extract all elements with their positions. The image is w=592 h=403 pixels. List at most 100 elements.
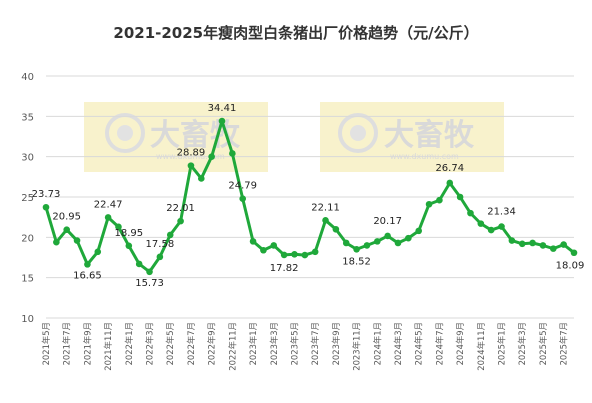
data-point xyxy=(156,253,164,261)
data-point xyxy=(498,223,505,230)
data-labels: 23.73 20.95 16.65 22.47 18.95 15.73 17.58 22.01… xyxy=(32,103,585,289)
x-tick-label: 2023年7月 xyxy=(310,322,320,365)
x-tick-label: 2024年7月 xyxy=(434,322,444,365)
y-tick-label: 30 xyxy=(21,153,34,164)
data-point xyxy=(73,237,81,244)
data-point xyxy=(42,203,50,211)
y-tick-label: 25 xyxy=(21,193,34,204)
data-point xyxy=(456,193,464,201)
data-point xyxy=(249,238,257,245)
data-label: 17.82 xyxy=(270,263,299,274)
data-point xyxy=(187,162,195,169)
data-point xyxy=(570,249,578,257)
x-tick-label: 2025年3月 xyxy=(517,322,527,365)
data-label: 18.95 xyxy=(115,228,144,239)
data-label: 28.89 xyxy=(177,148,206,159)
x-tick-label: 2024年1月 xyxy=(372,322,382,365)
data-label: 24.79 xyxy=(228,181,257,192)
data-label: 21.34 xyxy=(487,207,516,218)
watermark: 大畜牧 www.dxumu.com xyxy=(320,102,504,172)
series-line xyxy=(44,119,575,274)
data-point xyxy=(280,251,288,259)
data-point xyxy=(229,150,236,157)
data-point xyxy=(436,196,443,204)
watermark-logo-dot-icon xyxy=(117,125,133,141)
data-point xyxy=(84,261,91,268)
data-point xyxy=(405,234,412,242)
data-point xyxy=(394,239,402,247)
watermark-logo-icon xyxy=(338,113,378,153)
data-point xyxy=(353,245,360,253)
x-tick-label: 2023年1月 xyxy=(248,322,258,365)
grid: 10 15 20 25 30 35 40 xyxy=(21,72,574,325)
data-point xyxy=(197,175,205,182)
data-label: 22.11 xyxy=(311,202,340,213)
x-tick-label: 2021年5月 xyxy=(41,322,51,365)
data-point xyxy=(166,231,174,239)
data-label: 20.95 xyxy=(52,212,81,223)
data-point xyxy=(415,227,423,235)
data-point xyxy=(135,260,143,268)
data-point xyxy=(270,242,278,249)
data-label: 16.65 xyxy=(73,270,102,281)
y-tick-label: 20 xyxy=(21,233,34,244)
x-tick-label: 2023年3月 xyxy=(269,322,279,365)
data-label: 20.17 xyxy=(373,216,402,227)
x-tick-label: 2022年3月 xyxy=(145,322,155,365)
data-point xyxy=(53,238,60,246)
data-point xyxy=(560,241,567,248)
watermark-brand: 大畜牧 xyxy=(384,118,475,153)
x-tick-label: 2022年9月 xyxy=(207,322,217,365)
data-label: 23.73 xyxy=(32,189,61,200)
data-point xyxy=(218,117,226,125)
x-tick-label: 2025年1月 xyxy=(497,322,507,365)
x-tick-label: 2023年9月 xyxy=(331,322,341,365)
data-point xyxy=(342,239,350,247)
x-tick-label: 2021年9月 xyxy=(82,322,92,365)
data-point xyxy=(363,242,371,249)
data-point xyxy=(104,214,112,221)
data-point xyxy=(549,245,557,252)
watermark-logo-dot-icon xyxy=(350,125,366,141)
data-point xyxy=(508,237,516,244)
x-tick-label: 2025年5月 xyxy=(538,322,548,365)
x-tick-label: 2024年11月 xyxy=(476,322,486,371)
x-axis: 2021年5月 2021年7月 2021年9月 2021年11月 2022年1月 2022… xyxy=(41,322,569,371)
data-point xyxy=(487,226,495,234)
y-tick-label: 15 xyxy=(21,274,34,285)
x-tick-label: 2024年9月 xyxy=(455,322,465,365)
data-label: 17.58 xyxy=(146,239,175,250)
data-point xyxy=(146,268,153,276)
data-point xyxy=(529,239,536,247)
data-point xyxy=(301,251,309,259)
data-label: 22.01 xyxy=(166,203,195,214)
data-point xyxy=(260,246,267,254)
data-point xyxy=(446,179,454,187)
data-point xyxy=(311,248,319,256)
x-tick-label: 2023年11月 xyxy=(352,322,362,371)
data-point xyxy=(425,200,433,208)
data-point xyxy=(477,220,485,227)
chart-title: 2021-2025年瘦肉型白条猪出厂价格趋势（元/公斤） xyxy=(113,24,478,42)
x-tick-label: 2021年11月 xyxy=(103,322,113,371)
data-point xyxy=(115,223,122,231)
data-point xyxy=(332,225,340,233)
data-point xyxy=(322,217,329,224)
x-tick-label: 2022年11月 xyxy=(227,322,237,371)
data-point xyxy=(373,238,381,245)
data-point xyxy=(94,248,102,256)
data-point xyxy=(539,242,547,249)
data-label: 15.73 xyxy=(135,278,164,289)
data-point xyxy=(384,232,391,240)
series-line-group xyxy=(42,117,578,276)
data-point xyxy=(467,209,474,217)
x-tick-label: 2022年5月 xyxy=(165,322,175,365)
y-tick-label: 35 xyxy=(21,112,34,123)
y-tick-label: 10 xyxy=(21,314,34,325)
data-point xyxy=(177,217,184,225)
data-label: 34.41 xyxy=(208,103,237,114)
x-tick-label: 2022年7月 xyxy=(186,322,196,365)
data-label: 22.47 xyxy=(94,199,123,210)
data-point xyxy=(125,242,133,250)
watermark-logo-icon xyxy=(105,113,145,153)
